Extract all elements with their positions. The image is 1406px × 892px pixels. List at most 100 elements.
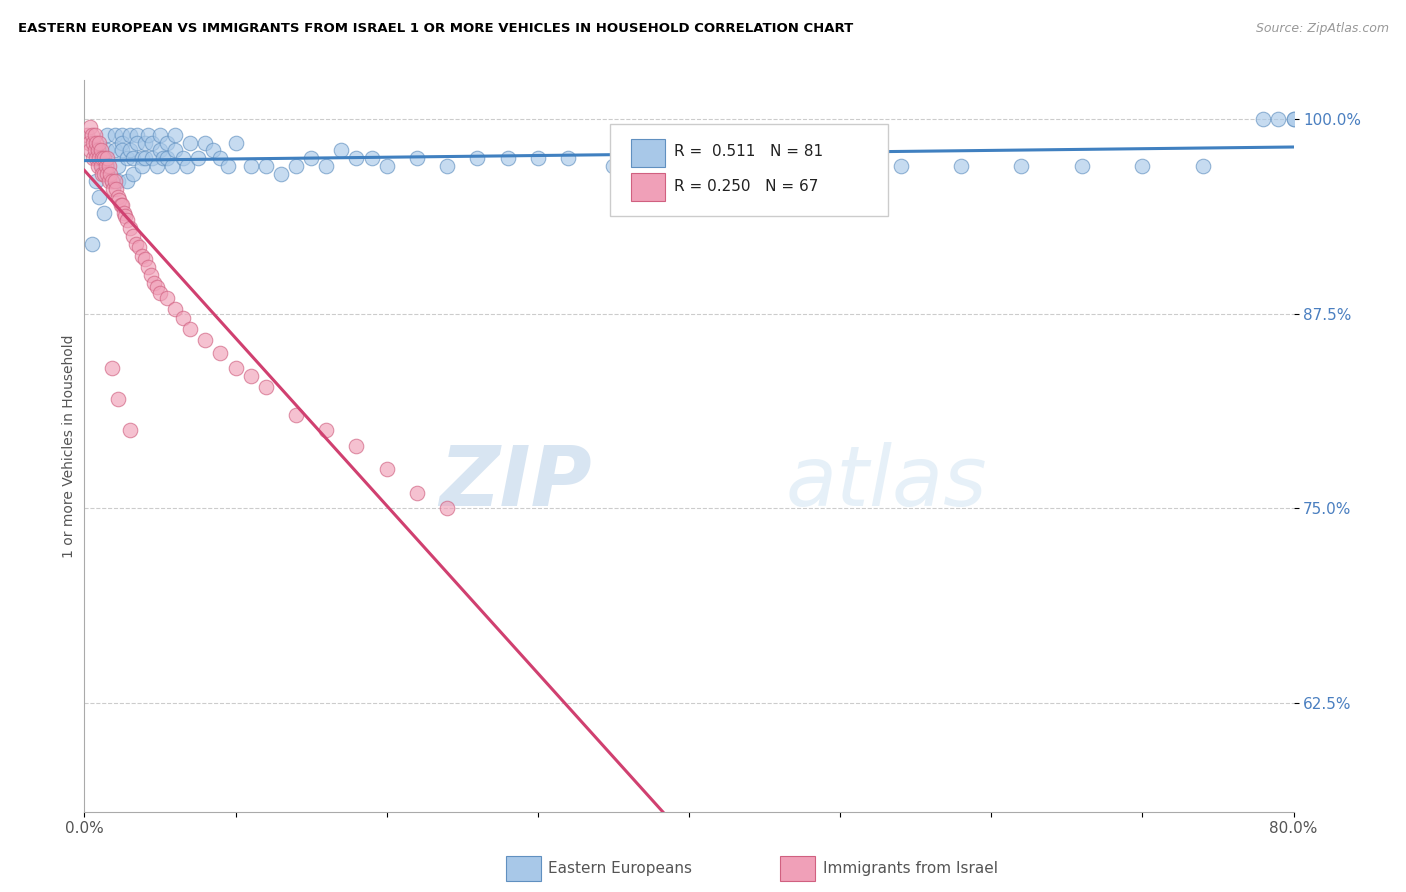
Point: [156, 291, 179, 305]
Point: [118, 144, 141, 158]
Point: [141, 151, 163, 165]
Point: [89, 151, 111, 165]
Text: EASTERN EUROPEAN VS IMMIGRANTS FROM ISRAEL 1 OR MORE VEHICLES IN HOUSEHOLD CORRE: EASTERN EUROPEAN VS IMMIGRANTS FROM ISRA…: [18, 22, 853, 36]
Point: [406, 485, 429, 500]
Point: [160, 159, 183, 173]
Point: [82, 151, 104, 165]
Point: [134, 252, 156, 267]
Point: [76, 128, 98, 142]
Point: [163, 144, 186, 158]
Point: [602, 159, 624, 173]
Point: [209, 151, 232, 165]
Point: [436, 159, 458, 173]
Point: [1282, 112, 1305, 127]
Point: [149, 144, 172, 158]
Point: [139, 268, 162, 282]
Point: [467, 151, 489, 165]
Point: [225, 361, 247, 376]
Point: [136, 128, 159, 142]
Point: [217, 159, 239, 173]
Point: [142, 276, 165, 290]
Point: [87, 159, 110, 173]
Point: [127, 136, 149, 150]
Point: [115, 213, 138, 227]
Point: [163, 301, 186, 316]
Point: [121, 151, 143, 165]
Point: [89, 136, 111, 150]
Point: [769, 159, 792, 173]
Point: [79, 144, 101, 158]
Point: [315, 159, 337, 173]
Point: [105, 182, 128, 196]
Point: [118, 221, 141, 235]
Point: [1267, 112, 1289, 127]
Point: [375, 462, 398, 476]
Point: [100, 174, 122, 188]
Point: [87, 144, 110, 158]
Point: [496, 151, 519, 165]
Point: [104, 174, 127, 188]
Point: [163, 128, 186, 142]
Point: [436, 501, 458, 516]
Point: [108, 193, 131, 207]
Text: Source: ZipAtlas.com: Source: ZipAtlas.com: [1256, 22, 1389, 36]
Point: [557, 151, 579, 165]
Point: [134, 136, 156, 150]
Point: [239, 159, 262, 173]
Point: [96, 151, 118, 165]
Point: [179, 136, 201, 150]
Point: [121, 167, 143, 181]
Point: [1282, 112, 1305, 127]
Point: [187, 151, 209, 165]
Point: [112, 205, 135, 219]
Point: [201, 144, 224, 158]
FancyBboxPatch shape: [610, 124, 889, 216]
Point: [346, 151, 368, 165]
Point: [146, 159, 169, 173]
Point: [194, 333, 217, 347]
Text: Immigrants from Israel: Immigrants from Israel: [823, 862, 997, 876]
Point: [111, 198, 134, 212]
Point: [96, 128, 118, 142]
Point: [93, 151, 115, 165]
Point: [115, 151, 138, 165]
Y-axis label: 1 or more Vehicles in Household: 1 or more Vehicles in Household: [62, 334, 76, 558]
Point: [121, 228, 143, 243]
Point: [225, 136, 247, 150]
Point: [96, 144, 118, 158]
Point: [107, 159, 129, 173]
Point: [100, 174, 122, 188]
Point: [114, 209, 136, 223]
Point: [125, 236, 148, 251]
Point: [406, 151, 429, 165]
Point: [96, 167, 118, 181]
Point: [128, 240, 150, 254]
Point: [111, 136, 134, 150]
Point: [84, 128, 107, 142]
Point: [194, 136, 217, 150]
Point: [360, 151, 382, 165]
Point: [96, 159, 118, 173]
Point: [1251, 112, 1274, 127]
FancyBboxPatch shape: [631, 173, 665, 201]
Point: [101, 182, 124, 196]
Point: [127, 128, 149, 142]
Point: [98, 167, 121, 181]
Point: [89, 144, 111, 158]
Point: [1130, 159, 1153, 173]
Point: [90, 159, 112, 173]
Point: [239, 368, 262, 383]
Point: [146, 280, 169, 294]
Point: [346, 439, 368, 453]
Point: [149, 128, 172, 142]
Point: [270, 167, 292, 181]
Point: [284, 159, 308, 173]
Point: [86, 174, 108, 188]
Point: [80, 236, 103, 251]
Point: [330, 144, 353, 158]
Point: [118, 424, 141, 438]
Point: [179, 322, 201, 336]
Point: [830, 159, 852, 173]
Point: [104, 144, 127, 158]
Text: Eastern Europeans: Eastern Europeans: [548, 862, 692, 876]
